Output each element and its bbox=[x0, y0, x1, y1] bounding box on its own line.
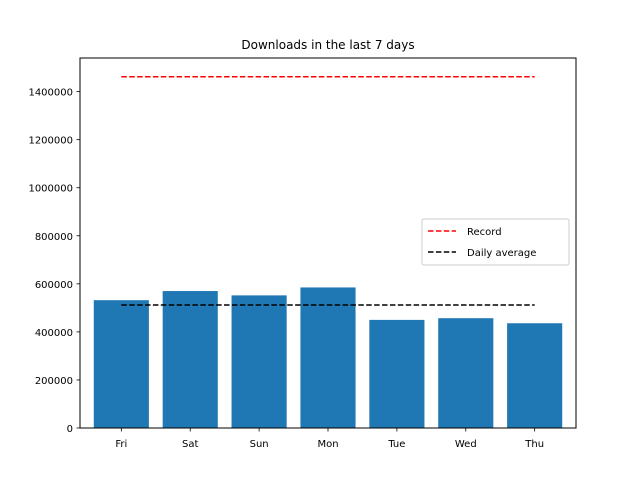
x-tick-label: Sun bbox=[250, 439, 269, 450]
legend: Record Daily average bbox=[421, 218, 570, 266]
x-tick-label: Sat bbox=[182, 439, 198, 450]
y-tick-label: 800000 bbox=[35, 232, 73, 243]
y-tick-label: 200000 bbox=[35, 376, 73, 387]
bar-mon bbox=[300, 287, 356, 428]
bar-tue bbox=[369, 319, 425, 428]
y-tick-label: 400000 bbox=[35, 328, 73, 339]
x-tick-label: Wed bbox=[455, 439, 477, 450]
y-tick-label: 1000000 bbox=[28, 184, 73, 195]
bar-wed bbox=[438, 318, 494, 428]
y-tick-label: 0 bbox=[67, 424, 73, 435]
y-tick-label: 600000 bbox=[35, 280, 73, 291]
x-tick-label: Fri bbox=[115, 439, 127, 450]
bar-sun bbox=[231, 295, 287, 428]
legend-box bbox=[421, 218, 570, 266]
bar-sat bbox=[162, 291, 218, 428]
y-axis: 0 200000 400000 600000 800000 1000000 1200000 1… bbox=[28, 88, 80, 435]
chart-title: Downloads in the last 7 days bbox=[241, 38, 414, 52]
legend-entry: Record bbox=[467, 227, 502, 238]
reference-lines-group bbox=[121, 75, 535, 306]
x-tick-label: Thu bbox=[524, 439, 544, 450]
x-tick-label: Tue bbox=[387, 439, 405, 450]
y-tick-label: 1400000 bbox=[28, 88, 73, 99]
y-tick-label: 1200000 bbox=[28, 136, 73, 147]
bar-fri bbox=[93, 300, 149, 428]
x-tick-label: Mon bbox=[317, 439, 338, 450]
bar-thu bbox=[507, 323, 563, 428]
x-axis: Fri Sat Sun Mon Tue Wed Thu bbox=[115, 428, 544, 450]
bars-group bbox=[93, 287, 563, 428]
legend-entry: Daily average bbox=[467, 248, 536, 259]
